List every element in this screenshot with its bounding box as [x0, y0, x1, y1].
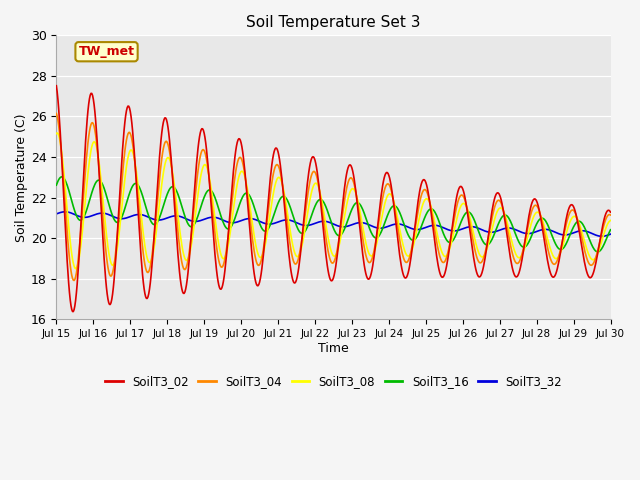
SoilT3_16 [58, 174, 66, 180]
SoilT3_08 [53, 130, 61, 136]
SoilT3_02 [326, 275, 333, 280]
X-axis label: Time: Time [318, 342, 349, 355]
SoilT3_02 [199, 126, 207, 132]
SoilT3_32 [557, 231, 564, 237]
SoilT3_04 [199, 147, 207, 153]
SoilT3_02 [175, 261, 182, 267]
SoilT3_16 [175, 193, 182, 199]
SoilT3_32 [607, 231, 614, 237]
SoilT3_02 [435, 262, 442, 268]
SoilT3_08 [72, 266, 79, 272]
SoilT3_32 [326, 219, 333, 225]
SoilT3_08 [557, 248, 565, 253]
SoilT3_08 [435, 239, 443, 245]
Y-axis label: Soil Temperature (C): Soil Temperature (C) [15, 113, 28, 241]
SoilT3_16 [593, 249, 601, 255]
Line: SoilT3_16: SoilT3_16 [56, 177, 611, 252]
Title: Soil Temperature Set 3: Soil Temperature Set 3 [246, 15, 420, 30]
SoilT3_16 [557, 247, 564, 252]
SoilT3_16 [326, 215, 333, 220]
Legend: SoilT3_02, SoilT3_04, SoilT3_08, SoilT3_16, SoilT3_32: SoilT3_02, SoilT3_04, SoilT3_08, SoilT3_… [100, 371, 566, 393]
Line: SoilT3_04: SoilT3_04 [56, 113, 611, 280]
SoilT3_08 [175, 226, 183, 231]
SoilT3_04 [607, 212, 614, 218]
SoilT3_04 [557, 247, 564, 252]
SoilT3_08 [607, 217, 614, 223]
SoilT3_16 [435, 216, 442, 222]
SoilT3_32 [199, 217, 207, 223]
SoilT3_08 [200, 163, 207, 169]
SoilT3_04 [52, 110, 60, 116]
SoilT3_16 [607, 227, 614, 233]
SoilT3_32 [380, 225, 387, 231]
SoilT3_16 [380, 224, 387, 229]
SoilT3_08 [326, 245, 334, 251]
SoilT3_32 [52, 211, 60, 217]
Text: TW_met: TW_met [79, 45, 134, 58]
SoilT3_04 [380, 191, 387, 197]
SoilT3_04 [70, 277, 78, 283]
Line: SoilT3_08: SoilT3_08 [56, 133, 611, 269]
SoilT3_02 [52, 83, 60, 89]
SoilT3_32 [435, 223, 442, 228]
SoilT3_02 [607, 209, 614, 215]
Line: SoilT3_02: SoilT3_02 [56, 86, 611, 312]
SoilT3_04 [326, 255, 333, 261]
SoilT3_16 [52, 182, 60, 188]
SoilT3_02 [380, 178, 387, 184]
SoilT3_04 [435, 246, 442, 252]
SoilT3_32 [61, 209, 68, 215]
SoilT3_08 [52, 131, 60, 136]
Line: SoilT3_32: SoilT3_32 [56, 212, 611, 236]
SoilT3_32 [175, 213, 182, 219]
SoilT3_02 [557, 250, 564, 255]
SoilT3_04 [175, 237, 182, 243]
SoilT3_02 [70, 309, 77, 314]
SoilT3_16 [199, 199, 207, 204]
SoilT3_32 [598, 233, 606, 239]
SoilT3_08 [380, 203, 388, 209]
